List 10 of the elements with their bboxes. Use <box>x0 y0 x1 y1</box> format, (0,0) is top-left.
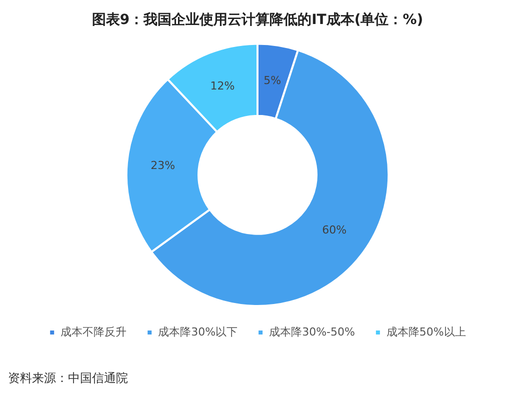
text: 资料来源：中国信通院 <box>8 370 129 387</box>
chart-title: 图表9：我国企业使用云计算降低的IT成本(单位：%) <box>92 12 424 28</box>
legend-label: 成本降50%以上 <box>386 325 466 338</box>
legend-label: 成本不降反升 <box>60 325 127 338</box>
data-label: 5% <box>264 74 282 87</box>
legend-label: 成本降30%以下 <box>158 325 238 338</box>
data-label: 23% <box>150 158 176 172</box>
data-label: 12% <box>210 79 235 92</box>
data-label: 60% <box>322 224 347 237</box>
legend-label: 成本降30%-50% <box>269 325 355 338</box>
